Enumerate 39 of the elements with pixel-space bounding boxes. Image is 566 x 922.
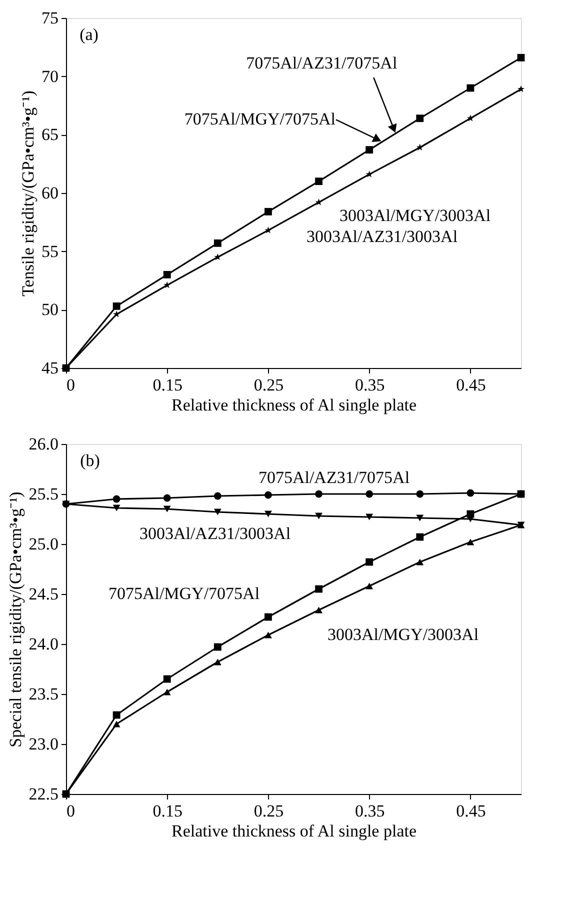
x-tick-label: 0 (66, 802, 75, 820)
y-tick-label: 65 (42, 125, 58, 144)
x-tick-label: 0.15 (152, 376, 182, 394)
y-axis-title: Special tensile rigidity/(GPa•cm³•g⁻¹) (6, 492, 25, 748)
y-tick-label: 23.5 (28, 684, 58, 704)
y-tick-label: 22.5 (28, 784, 58, 804)
y-tick-label: 25.5 (28, 484, 58, 504)
annotation: 7075Al/AZ31/7075Al (246, 54, 398, 72)
annotation: (a) (80, 25, 98, 44)
annotation: 3003Al/AZ31/3003Al (139, 524, 291, 543)
x-tick-label: 0.45 (456, 802, 486, 820)
x-tick-label: 0.25 (254, 376, 284, 394)
y-tick-label: 24.0 (28, 634, 58, 654)
annotation: (b) (80, 451, 100, 470)
y-tick-label: 26.0 (28, 434, 58, 454)
y-tick-label: 75 (42, 8, 58, 28)
y-tick-label: 55 (42, 242, 58, 261)
x-axis-title: Relative thickness of Al single plate (171, 822, 417, 840)
x-tick-label: 0.35 (354, 802, 385, 820)
y-tick-label: 24.5 (28, 584, 58, 604)
x-tick-label: 0 (66, 376, 75, 394)
x-tick-label: 0.15 (152, 802, 182, 820)
annotation: 3003Al/MGY/3003Al (339, 206, 491, 225)
y-tick-label: 23.0 (28, 734, 58, 754)
y-tick-label: 70 (42, 66, 58, 86)
x-tick-label: 0.35 (354, 376, 385, 394)
annotation: 7075Al/MGY/7075Al (184, 110, 336, 129)
x-tick-label: 0.45 (456, 376, 486, 394)
annotation: 3003Al/MGY/3003Al (327, 625, 479, 644)
y-tick-label: 60 (42, 184, 58, 202)
x-tick-label: 0.25 (254, 802, 284, 820)
annotation: 3003Al/AZ31/3003Al (306, 227, 458, 246)
y-axis-title: Tensile rigidity/(GPa•cm³•g⁻¹) (18, 90, 38, 296)
annotation: 7075Al/MGY/7075Al (108, 584, 260, 603)
y-tick-label: 25.0 (28, 534, 58, 554)
y-tick-label: 45 (42, 358, 58, 378)
x-axis-title: Relative thickness of Al single plate (171, 396, 417, 414)
annotation: 7075Al/AZ31/7075Al (258, 468, 410, 487)
y-tick-label: 50 (42, 300, 58, 320)
